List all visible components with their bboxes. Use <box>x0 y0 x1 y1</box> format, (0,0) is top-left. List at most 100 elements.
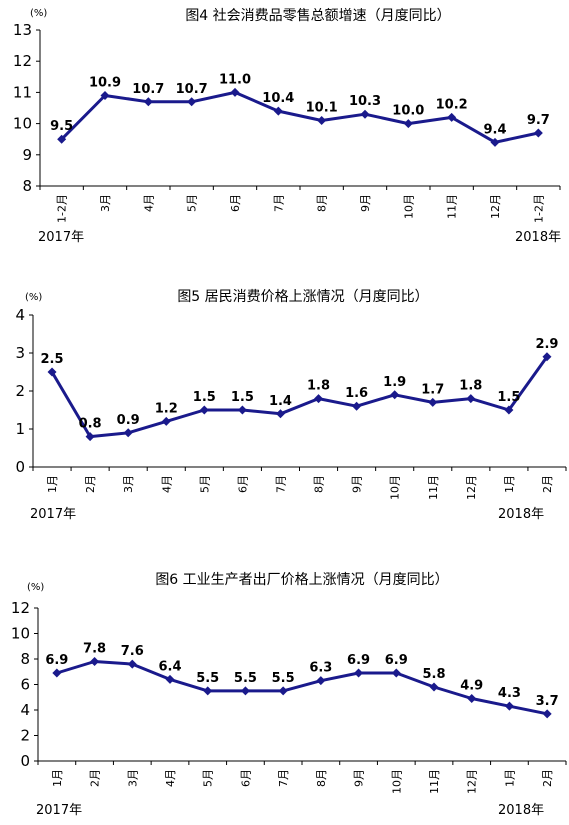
data-point-marker <box>542 352 552 362</box>
data-point-marker <box>390 390 400 400</box>
x-tick-label: 11月 <box>428 769 441 794</box>
data-point-marker <box>428 397 438 407</box>
data-point-marker <box>273 106 283 116</box>
y-tick-label: 6 <box>20 676 30 694</box>
data-label: 7.8 <box>83 642 106 657</box>
y-tick-label: 1 <box>15 420 25 438</box>
data-point-marker <box>391 668 401 678</box>
x-tick-label: 4月 <box>160 475 173 493</box>
y-tick-label: 4 <box>20 701 30 719</box>
x-tick-label: 10月 <box>402 194 415 219</box>
x-tick-label: 12月 <box>466 769 479 794</box>
data-label: 10.0 <box>392 104 424 119</box>
x-tick-label: 7月 <box>277 769 290 787</box>
data-label: 9.4 <box>483 122 506 137</box>
data-label: 1.5 <box>497 390 520 405</box>
data-point-marker <box>123 428 133 438</box>
data-label: 0.8 <box>79 417 102 432</box>
data-point-marker <box>429 682 439 692</box>
data-point-marker <box>542 709 552 719</box>
x-tick-label: 2月 <box>84 475 97 493</box>
x-tick-label: 3月 <box>126 769 139 787</box>
x-tick-label: 10月 <box>390 769 403 794</box>
data-label: 7.6 <box>121 644 144 659</box>
x-tick-label: 12月 <box>465 475 478 500</box>
data-label: 10.1 <box>306 100 338 115</box>
y-tick-label: 2 <box>15 382 25 400</box>
data-point-marker <box>314 394 324 404</box>
x-tick-label: 3月 <box>99 194 112 212</box>
x-tick-label: 11月 <box>446 194 459 219</box>
x-tick-label: 12月 <box>489 194 502 219</box>
x-tick-label: 1月 <box>46 475 59 493</box>
data-point-marker <box>230 87 240 97</box>
y-tick-label: 8 <box>20 650 30 668</box>
y-tick-label: 10 <box>13 115 32 133</box>
data-point-marker <box>127 659 137 669</box>
data-label: 6.4 <box>158 659 181 674</box>
data-label: 10.9 <box>89 76 121 91</box>
chart-title: 图4 社会消费品零售总额增速（月度同比） <box>185 8 450 24</box>
data-point-marker <box>237 405 247 415</box>
data-label: 9.7 <box>527 113 550 128</box>
data-label: 1.9 <box>383 375 406 390</box>
data-label: 1.2 <box>155 401 178 416</box>
x-tick-label: 6月 <box>239 769 252 787</box>
data-point-marker <box>403 119 413 129</box>
x-tick-label: 11月 <box>427 475 440 500</box>
x-tick-label: 1-2月 <box>532 194 545 223</box>
series-line <box>60 90 539 144</box>
data-label: 6.9 <box>385 653 408 668</box>
data-label: 9.5 <box>50 119 73 134</box>
year-end-label: 2018年 <box>498 803 544 818</box>
data-point-marker <box>187 97 197 107</box>
year-start-label: 2017年 <box>30 507 76 522</box>
y-tick-label: 10 <box>11 625 30 643</box>
x-tick-label: 7月 <box>274 475 287 493</box>
data-point-marker <box>466 394 476 404</box>
y-tick-label: 12 <box>11 599 30 617</box>
data-point-marker <box>533 128 543 138</box>
data-label: 6.9 <box>45 653 68 668</box>
chart-4: 图4 社会消费品零售总额增速（月度同比） (%) 8 9 10 11 12 13 1-2月 3月 4… <box>13 8 561 245</box>
y-tick-label: 8 <box>22 177 32 195</box>
y-tick-label: 2 <box>20 727 30 745</box>
data-point-marker <box>52 668 62 678</box>
data-point-marker <box>57 134 67 144</box>
y-tick-label: 0 <box>20 752 30 770</box>
x-tick-label: 5月 <box>198 475 211 493</box>
data-label: 2.5 <box>41 352 64 367</box>
data-point-marker <box>352 401 362 411</box>
data-label: 10.7 <box>176 82 208 97</box>
year-start-label: 2017年 <box>38 230 84 245</box>
data-point-marker <box>100 91 110 101</box>
data-point-marker <box>199 405 209 415</box>
data-label: 1.4 <box>269 394 292 409</box>
data-point-marker <box>317 115 327 125</box>
series-line <box>50 355 549 439</box>
x-tick-label: 9月 <box>351 475 364 493</box>
data-label: 5.8 <box>422 667 445 682</box>
data-point-marker <box>360 109 370 119</box>
y-tick-label: 3 <box>15 344 25 362</box>
data-label: 10.3 <box>349 94 381 109</box>
data-label: 4.3 <box>498 686 521 701</box>
data-point-marker <box>490 137 500 147</box>
y-unit-label: (%) <box>27 582 44 593</box>
x-tick-label: 1月 <box>503 475 516 493</box>
y-unit-label: (%) <box>25 292 42 303</box>
data-point-marker <box>275 409 285 419</box>
x-tick-label: 1月 <box>503 769 516 787</box>
data-point-marker <box>316 676 326 686</box>
x-tick-label: 9月 <box>359 194 372 212</box>
data-label: 0.9 <box>117 413 140 428</box>
x-tick-label: 6月 <box>236 475 249 493</box>
y-tick-label: 11 <box>13 83 32 101</box>
data-label: 1.8 <box>459 379 482 394</box>
series-line <box>56 660 548 716</box>
x-tick-label: 5月 <box>186 194 199 212</box>
data-label: 1.5 <box>231 390 254 405</box>
data-label: 5.5 <box>234 671 257 686</box>
x-tick-label: 8月 <box>316 194 329 212</box>
data-label: 4.9 <box>460 679 483 694</box>
